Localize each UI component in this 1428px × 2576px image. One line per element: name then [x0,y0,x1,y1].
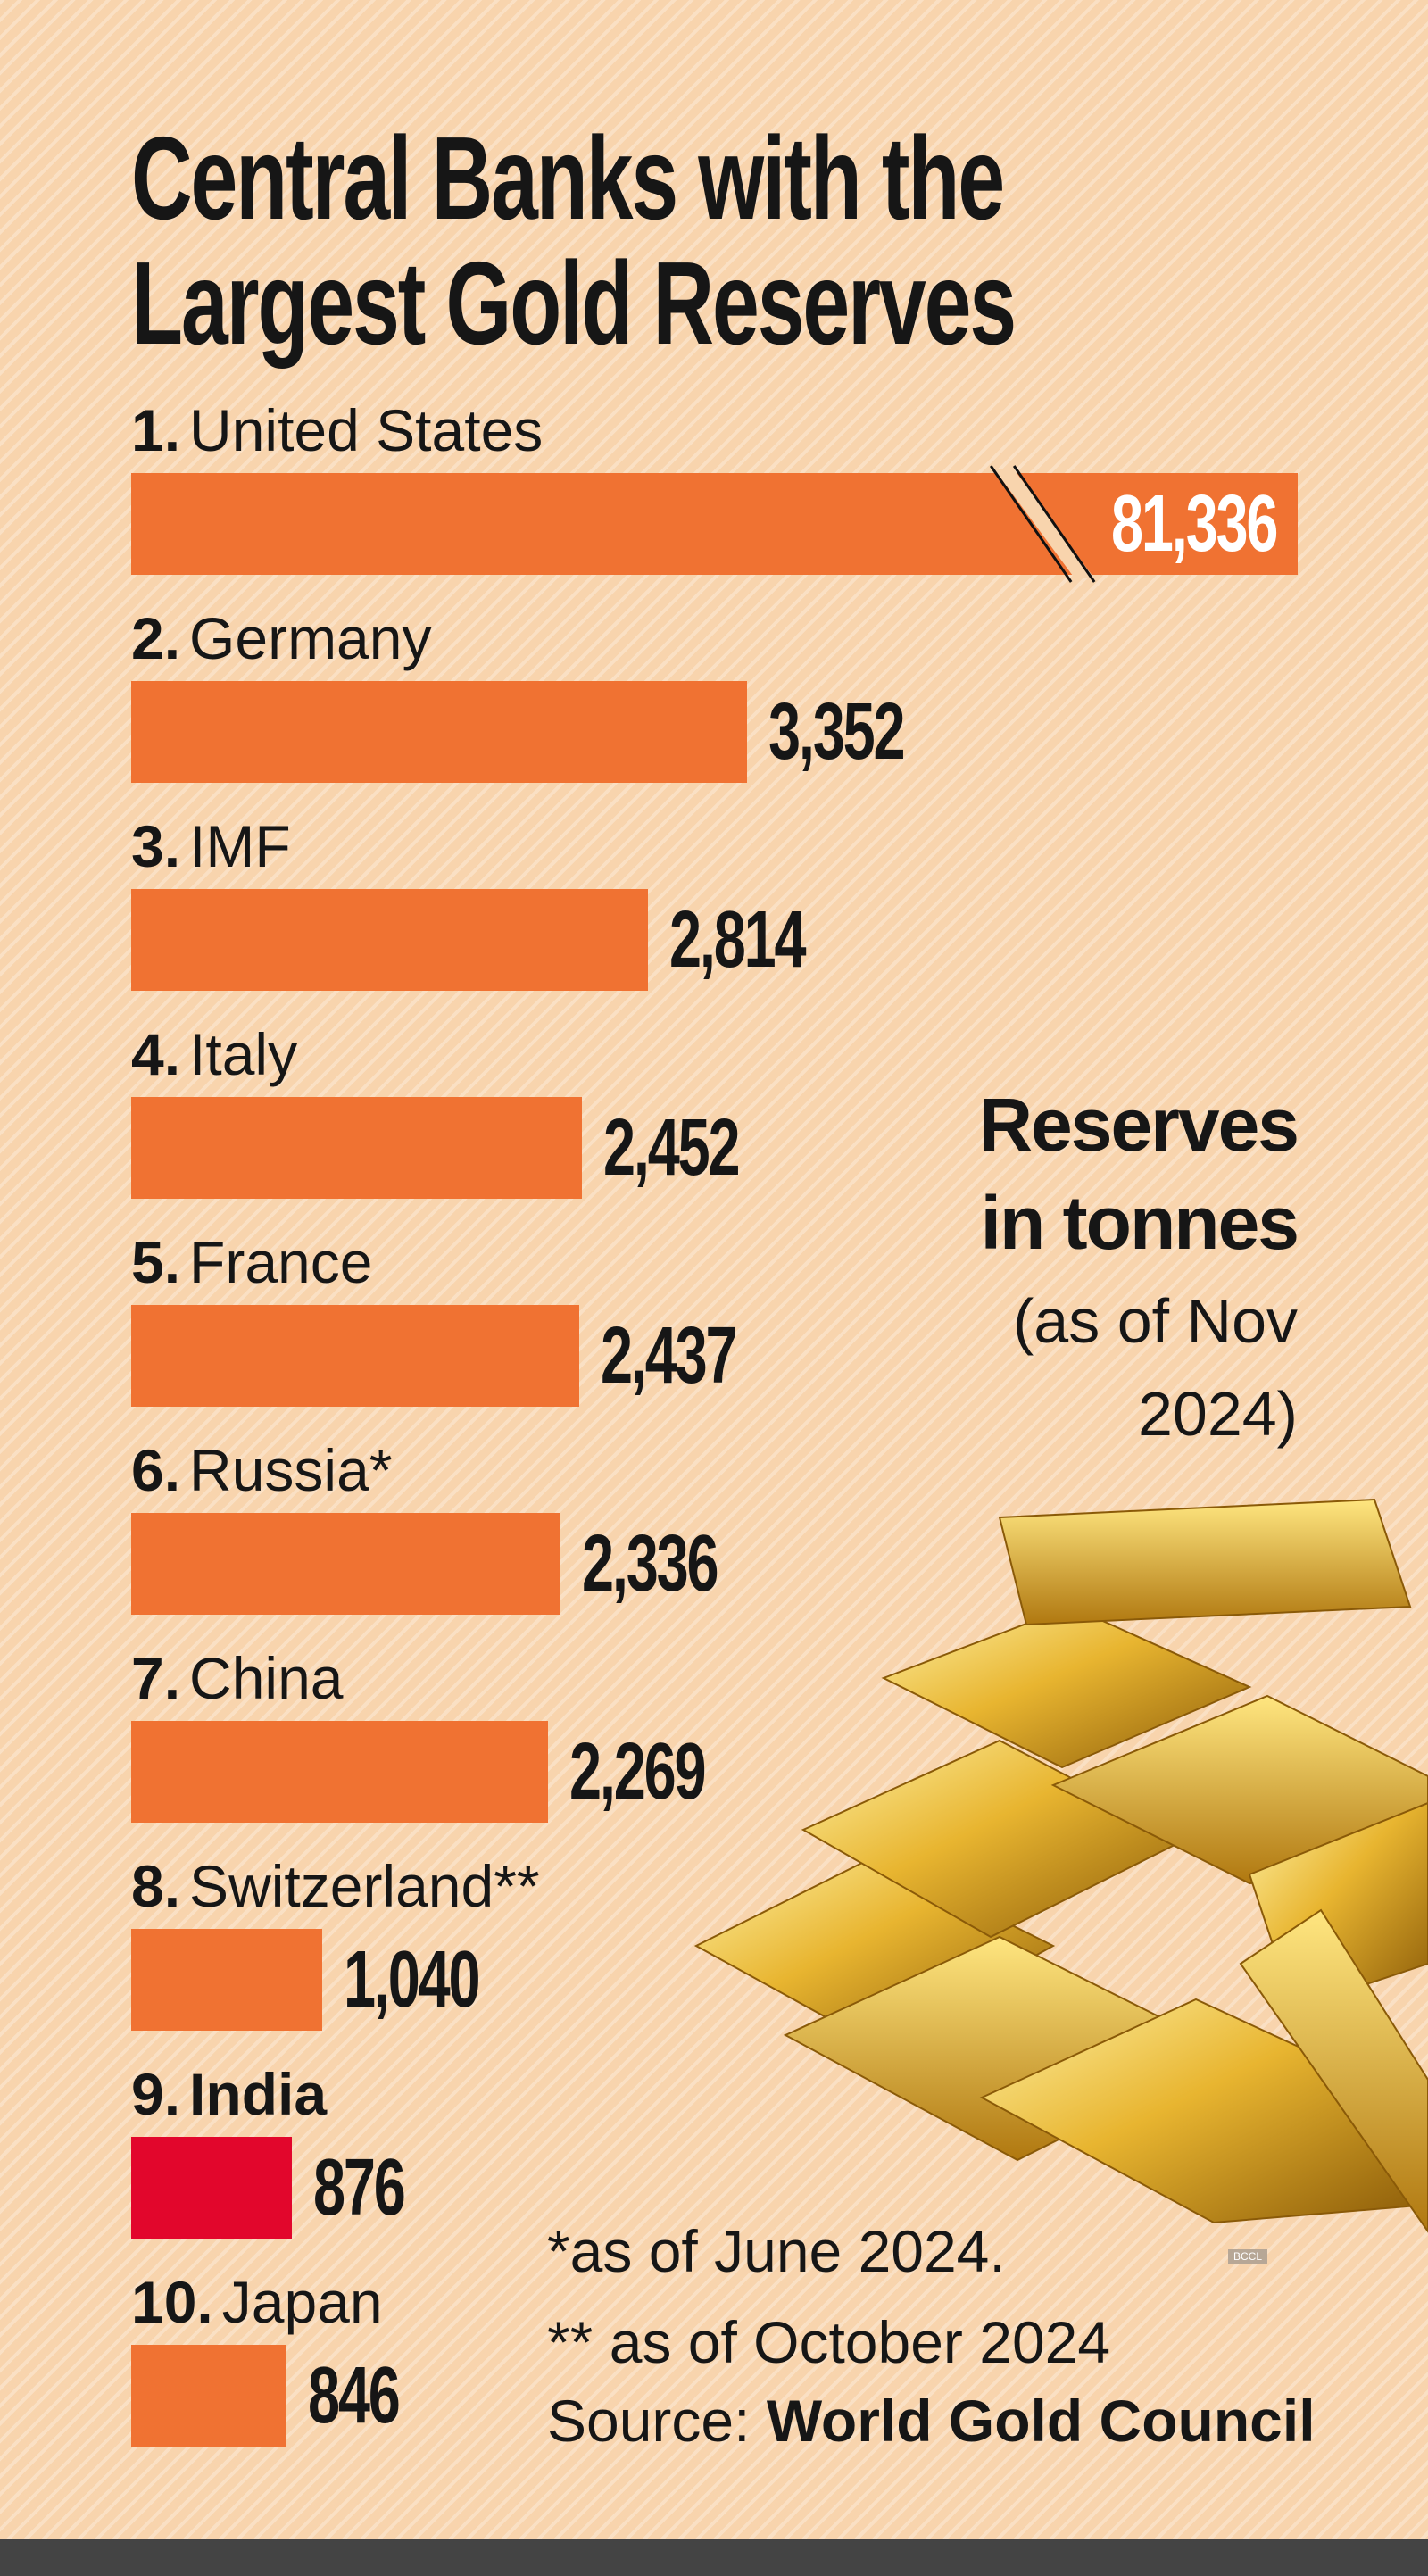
category-name: IMF [189,813,291,879]
value-label: 2,336 [581,1519,719,1608]
rank: 9. [131,2061,181,2127]
value-label: 81,336 [1110,479,1278,569]
source-label: Source: [547,2388,751,2454]
value-label: 2,814 [669,895,807,985]
rank: 3. [131,813,181,879]
bar [131,1929,323,2031]
bar [131,473,1298,575]
value-label: 3,352 [768,687,906,777]
value-label: 2,269 [569,1727,707,1816]
rank: 1. [131,397,181,463]
rank: 6. [131,1437,181,1503]
value-label: 2,452 [602,1103,741,1192]
footnote: *as of June 2024. [547,2218,1006,2284]
category-label: 4. Italy [131,1018,297,1090]
chart-title: Central Banks with the Largest Gold Rese… [131,112,1017,369]
rank: 5. [131,1229,181,1295]
source: Source: World Gold Council [547,2381,1316,2461]
category-label: 6. Russia* [131,1434,392,1506]
bar [131,1721,549,1823]
category-name: China [189,1645,344,1711]
value-label: 2,437 [600,1311,738,1400]
bar [131,1305,579,1407]
category-label: 5. France [131,1226,372,1298]
subtitle: Reserves in tonnes [978,1083,1299,1265]
category-label: 8. Switzerland** [131,1850,540,1922]
source-name: World Gold Council [766,2388,1316,2454]
category-label: 7. China [131,1642,344,1714]
category-label: 9. India [131,2058,327,2130]
category-name: Russia* [189,1437,393,1503]
category-name: Italy [189,1021,298,1087]
value-label: 876 [313,2143,406,2232]
bar [131,1097,582,1199]
category-label: 1. United States [131,395,543,466]
note: (as of Nov 2024) [1013,1286,1298,1449]
bar [131,1513,560,1615]
footnote: ** as of October 2024 [547,2309,1111,2375]
bar [131,2345,287,2447]
bar [131,681,748,783]
category-label: 2. Germany [131,602,431,674]
rank: 8. [131,1853,181,1919]
category-name: Japan [221,2269,383,2335]
category-label: 10. Japan [131,2266,383,2338]
bar [131,2137,293,2239]
value-label: 1,040 [344,1935,481,2024]
category-name: United States [189,397,544,463]
rank: 2. [131,605,181,671]
value-label: 846 [308,2351,401,2440]
category-name: France [189,1229,373,1295]
watermark: BCCL [1228,2249,1268,2264]
rank: 10. [131,2269,213,2335]
bar [131,889,649,991]
category-name: Switzerland** [189,1853,540,1919]
rank: 7. [131,1645,181,1711]
category-label: 3. IMF [131,810,291,882]
category-name: India [189,2061,328,2127]
bottom-strip [0,2539,1428,2576]
category-name: Germany [189,605,432,671]
rank: 4. [131,1021,181,1087]
